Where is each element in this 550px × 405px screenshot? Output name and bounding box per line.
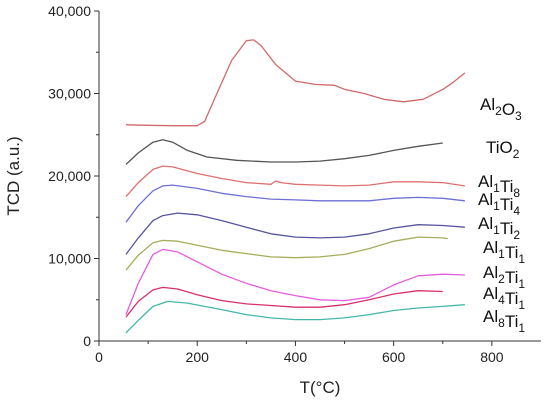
y-tick-label: 40,000 xyxy=(48,3,91,19)
series-label-Al1Ti2: Al1Ti2 xyxy=(478,214,520,242)
series-line-Al2Ti1 xyxy=(125,248,465,315)
x-tick-label: 600 xyxy=(382,349,406,365)
series-line-Al2O3 xyxy=(125,39,466,127)
series-label-TiO2: TiO2 xyxy=(486,138,520,161)
y-axis-title: TCD (a.u.) xyxy=(4,136,23,215)
series-label-Al1Ti1: Al1Ti1 xyxy=(483,238,525,266)
x-tick-label: 0 xyxy=(95,349,103,365)
series-line-Al1Ti4 xyxy=(125,184,465,223)
x-tick-label: 200 xyxy=(186,349,210,365)
series-lines xyxy=(125,39,466,334)
series-label-Al2O3: Al2O3 xyxy=(480,95,522,123)
x-tick-label: 800 xyxy=(480,349,504,365)
axes: 0 200 400 600 800 0 10,000 20,000 30,000 40,000 xyxy=(48,3,541,365)
series-label-Al4Ti1: Al4Ti1 xyxy=(483,284,525,312)
series-line-TiO2 xyxy=(125,139,443,165)
series-line-Al1Ti2 xyxy=(125,212,465,255)
series-line-Al4Ti1 xyxy=(125,286,443,318)
y-tick-label: 0 xyxy=(83,333,91,349)
y-tick-label: 20,000 xyxy=(48,168,91,184)
x-axis-title: T(°C) xyxy=(300,378,341,397)
series-labels: Al2O3TiO2Al1Ti8Al1Ti4Al1Ti2Al1Ti1Al2Ti1A… xyxy=(478,95,525,335)
y-tick-label: 10,000 xyxy=(48,251,91,267)
series-line-Al1Ti8 xyxy=(125,165,465,198)
x-tick-label: 400 xyxy=(284,349,308,365)
y-tick-label: 30,000 xyxy=(48,86,91,102)
series-label-Al1Ti8: Al1Ti8 xyxy=(478,172,520,200)
series-label-Al2Ti1: Al2Ti1 xyxy=(483,263,525,291)
series-label-Al8Ti1: Al8Ti1 xyxy=(483,307,525,335)
series-label-Al1Ti4: Al1Ti4 xyxy=(478,190,520,218)
series-line-Al8Ti1 xyxy=(125,300,465,334)
series-line-Al1Ti1 xyxy=(125,236,448,271)
